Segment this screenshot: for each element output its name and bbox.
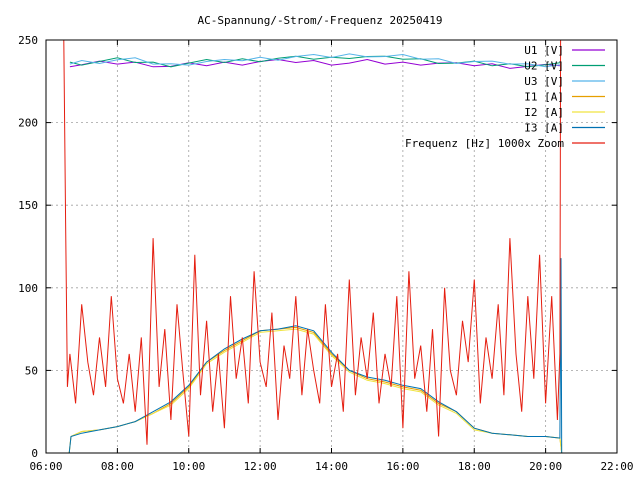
- x-tick-label: 08:00: [101, 460, 134, 473]
- series-line-3: [68, 326, 563, 454]
- y-tick-label: 50: [25, 364, 38, 377]
- y-tick-label: 100: [18, 282, 38, 295]
- x-tick-label: 18:00: [458, 460, 491, 473]
- series-line-2: [69, 53, 560, 68]
- legend-label: Frequenz [Hz] 1000x Zoom: [405, 137, 564, 150]
- legend: U1 [V] U2 [V] U3 [V] I1 [A] I2 [A] I3 [A] Freq…: [405, 44, 605, 150]
- x-tick-label: 06:00: [29, 460, 62, 473]
- series-lines: [63, 39, 563, 454]
- legend-label: I3 [A]: [524, 122, 564, 135]
- legend-label: I1 [A]: [524, 91, 564, 104]
- axis-ticks: 06:00 08:00 10:00 12:00 14:00 16:00 18:00 20:00…: [18, 34, 633, 473]
- x-tick-label: 22:00: [600, 460, 633, 473]
- grid: [46, 40, 617, 453]
- x-tick-label: 10:00: [172, 460, 205, 473]
- x-tick-label: 20:00: [529, 460, 562, 473]
- series-line-6: [63, 39, 562, 445]
- legend-label: I2 [A]: [524, 106, 564, 119]
- x-tick-label: 16:00: [386, 460, 419, 473]
- chart-title: AC-Spannung/-Strom/-Frequenz 20250419: [197, 14, 442, 27]
- x-tick-label: 12:00: [244, 460, 277, 473]
- series-line-5: [68, 258, 563, 454]
- legend-label: U1 [V]: [524, 44, 564, 57]
- series-line-0: [69, 58, 560, 69]
- y-tick-label: 150: [18, 199, 38, 212]
- x-tick-label: 14:00: [315, 460, 348, 473]
- legend-label: U2 [V]: [524, 60, 564, 73]
- y-tick-label: 0: [31, 447, 38, 460]
- legend-label: U3 [V]: [524, 75, 564, 88]
- y-tick-label: 250: [18, 34, 38, 47]
- plot-frame: [45, 39, 618, 454]
- y-tick-label: 200: [18, 117, 38, 130]
